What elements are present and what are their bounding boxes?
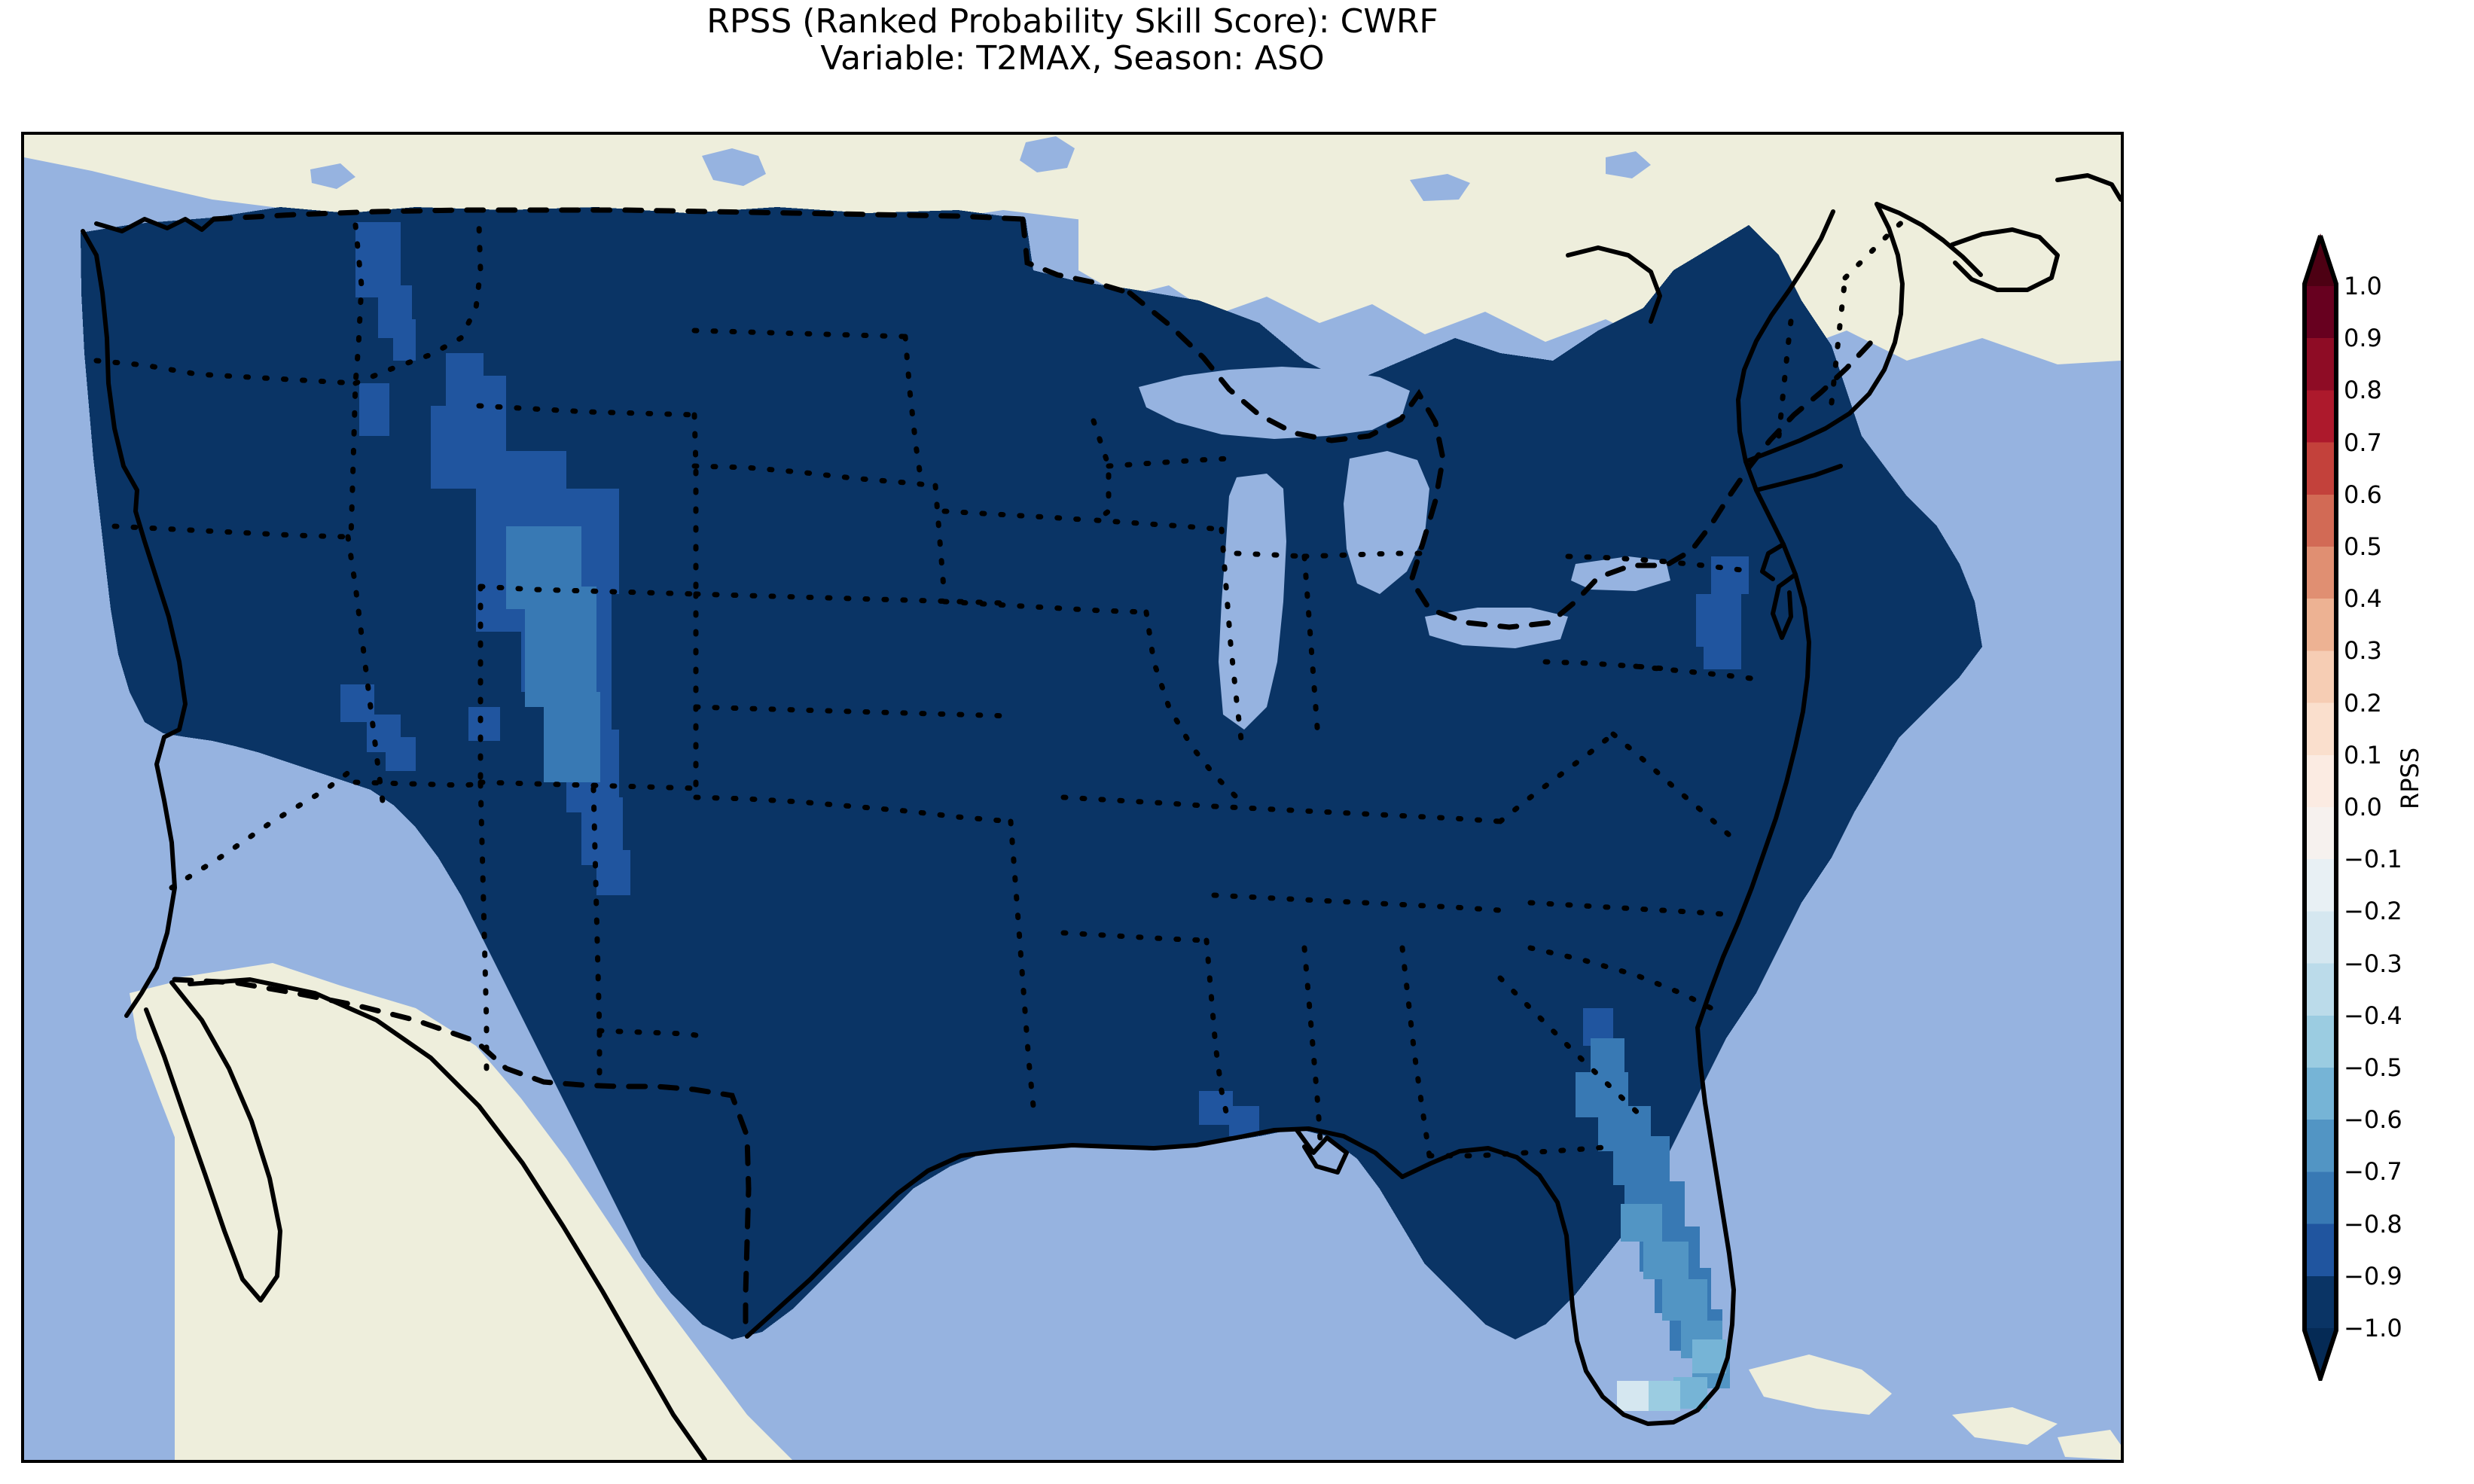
chart-title: RPSS (Ranked Probability Skill Score): C… bbox=[0, 3, 2145, 78]
colorbar-tick-label-20: −1.0 bbox=[2344, 1314, 2402, 1342]
colorbar-band-14 bbox=[2305, 1015, 2336, 1068]
colorbar-band-3 bbox=[2305, 442, 2336, 495]
colorbar-tick-label-9: 0.1 bbox=[2344, 740, 2382, 769]
colorbar-tick-label-13: −0.3 bbox=[2344, 949, 2402, 978]
colorbar-tick-label-16: −0.6 bbox=[2344, 1105, 2402, 1135]
colorbar-band-17 bbox=[2305, 1172, 2336, 1225]
colorbar-tick-label-11: −0.1 bbox=[2344, 845, 2402, 874]
coastlines bbox=[81, 173, 2121, 1460]
colorbar-tick-label-12: −0.2 bbox=[2344, 897, 2402, 926]
colorbar-band-16 bbox=[2305, 1120, 2336, 1172]
colorbar-band-4 bbox=[2305, 494, 2336, 547]
colorbar-outline bbox=[2302, 235, 2338, 1381]
colorbar-axis-label: RPSS bbox=[2396, 747, 2424, 809]
colorbar-extend-max-arrow bbox=[2302, 233, 2338, 286]
colorbar-tick-label-4: 0.6 bbox=[2344, 480, 2382, 509]
colorbar-tick-label-5: 0.5 bbox=[2344, 532, 2382, 561]
colorbar[interactable] bbox=[2302, 233, 2338, 1381]
colorbar-band-8 bbox=[2305, 702, 2336, 756]
colorbar-band-1 bbox=[2305, 338, 2336, 391]
colorbar-tick-label-7: 0.3 bbox=[2344, 636, 2382, 666]
colorbar-tick-label-10: 0.0 bbox=[2344, 793, 2382, 821]
colorbar-band-5 bbox=[2305, 547, 2336, 599]
colorbar-tick-label-0: 1.0 bbox=[2344, 272, 2382, 300]
colorbar-gradient bbox=[2302, 233, 2338, 1381]
colorbar-band-18 bbox=[2305, 1223, 2336, 1277]
colorbar-tick-label-15: −0.5 bbox=[2344, 1053, 2402, 1082]
colorbar-tick-label-6: 0.4 bbox=[2344, 584, 2382, 614]
colorbar-band-0 bbox=[2305, 286, 2336, 339]
colorbar-tick-labels: 1.0 0.9 0.8 0.7 0.6 0.5 0.4 0.3 0.2 0.1 0.0 −0.1 −0.… bbox=[2344, 233, 2449, 1381]
colorbar-band-9 bbox=[2305, 754, 2336, 808]
colorbar-tick-label-17: −0.7 bbox=[2344, 1157, 2402, 1187]
colorbar-band-13 bbox=[2305, 963, 2336, 1016]
map-plot bbox=[24, 135, 2121, 1460]
colorbar-tick-label-14: −0.4 bbox=[2344, 1001, 2402, 1030]
map-axes[interactable] bbox=[21, 132, 2124, 1463]
colorbar-tick-label-1: 0.9 bbox=[2344, 324, 2382, 353]
colorbar-tick-label-8: 0.2 bbox=[2344, 688, 2382, 718]
colorbar-extend-min-arrow bbox=[2302, 1328, 2338, 1381]
colorbar-band-11 bbox=[2305, 859, 2336, 912]
colorbar-tick-label-3: 0.7 bbox=[2344, 428, 2382, 457]
colorbar-band-12 bbox=[2305, 911, 2336, 964]
colorbar-tick-label-2: 0.8 bbox=[2344, 376, 2382, 405]
colorbar-ticks bbox=[2336, 284, 2338, 1330]
great-lakes bbox=[310, 136, 1670, 730]
colorbar-band-2 bbox=[2305, 390, 2336, 443]
colorbar-band-19 bbox=[2305, 1275, 2336, 1329]
colorbar-bands bbox=[2305, 286, 2336, 1329]
colorbar-band-10 bbox=[2305, 807, 2336, 860]
rpss-band-light bbox=[1617, 1381, 1680, 1411]
colorbar-band-7 bbox=[2305, 651, 2336, 704]
colorbar-band-15 bbox=[2305, 1068, 2336, 1120]
title-line-1: RPSS (Ranked Probability Skill Score): C… bbox=[706, 2, 1438, 41]
colorbar-tick-label-19: −0.9 bbox=[2344, 1261, 2402, 1291]
title-line-2: Variable: T2MAX, Season: ASO bbox=[820, 39, 1325, 78]
state-borders bbox=[93, 215, 1910, 1159]
international-borders bbox=[172, 207, 1874, 1339]
colorbar-tick-label-18: −0.8 bbox=[2344, 1209, 2402, 1239]
rpss-data-raster bbox=[81, 207, 1982, 1411]
colorbar-band-6 bbox=[2305, 599, 2336, 651]
